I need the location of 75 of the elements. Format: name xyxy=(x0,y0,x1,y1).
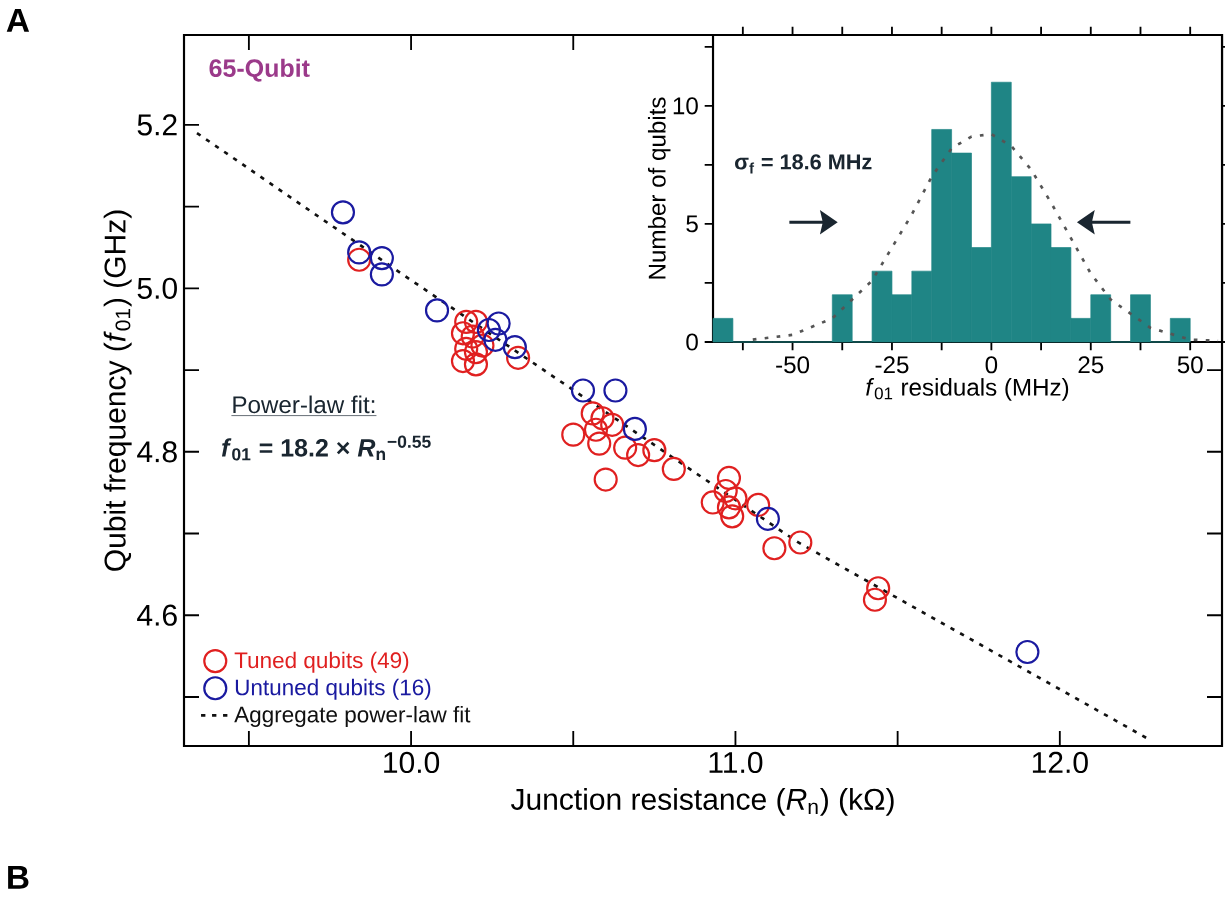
point xyxy=(347,240,372,265)
point xyxy=(746,492,771,517)
point xyxy=(622,416,647,441)
text: A xyxy=(6,8,30,32)
point xyxy=(450,348,476,374)
point xyxy=(561,422,586,447)
x-axis-title: Junction resistance (R$_{n}$) (kΩ) xyxy=(510,787,894,816)
point xyxy=(463,352,489,377)
point xyxy=(755,506,780,531)
point xyxy=(723,486,748,511)
point xyxy=(460,324,485,349)
point xyxy=(369,262,394,287)
x-axis-title: f$_{01}$ residuals (MHz) xyxy=(866,378,1069,401)
x-tick-label: -50 xyxy=(776,356,810,374)
point xyxy=(720,504,745,529)
text: 65-Qubit xyxy=(209,58,310,82)
point xyxy=(463,309,489,334)
point xyxy=(700,490,725,515)
point xyxy=(762,536,787,561)
point xyxy=(862,587,888,612)
y-tick-label: 10 xyxy=(673,97,698,115)
point xyxy=(661,456,686,482)
point xyxy=(716,465,742,491)
point xyxy=(583,417,609,442)
point xyxy=(330,200,356,225)
point xyxy=(424,298,450,323)
point xyxy=(450,321,476,346)
x-tick-label: 0 xyxy=(985,356,998,374)
point xyxy=(470,333,495,358)
annotation: Power-law fit: xyxy=(233,395,375,414)
y-axis-title: Qubit frequency (f$_{01}$) (GHz) xyxy=(103,210,132,571)
x-tick-label: 12.0 xyxy=(1032,751,1088,774)
y-tick-label: 5 xyxy=(686,215,698,233)
point xyxy=(590,406,615,431)
point xyxy=(713,478,738,504)
point xyxy=(486,311,511,336)
y-tick-label: 5.0 xyxy=(137,277,177,299)
x-tick-label: -25 xyxy=(875,356,909,374)
point xyxy=(463,339,489,365)
point xyxy=(347,247,372,272)
point xyxy=(483,327,508,352)
point xyxy=(570,378,596,403)
point xyxy=(454,309,479,334)
legend-label: Aggregate power-law fit xyxy=(234,705,471,727)
point xyxy=(626,442,651,468)
x-tick-label: 10.0 xyxy=(384,751,440,774)
point xyxy=(454,336,479,361)
point xyxy=(1015,639,1040,665)
point xyxy=(506,345,531,370)
point xyxy=(502,335,527,360)
point xyxy=(866,576,891,601)
annotation: σ$_{f}$ = 18.6 MHz xyxy=(735,154,872,174)
point xyxy=(369,246,394,271)
point xyxy=(587,431,612,456)
legend-label: Tuned qubits (49) xyxy=(234,651,409,673)
y-tick-label: 4.8 xyxy=(137,441,177,463)
annotation: f$_{01}$ = 18.2 × R$_{n}$−0.55 xyxy=(221,435,431,461)
point xyxy=(642,438,667,463)
point xyxy=(716,495,742,520)
point xyxy=(476,317,502,343)
y-tick-label: 4.6 xyxy=(137,604,177,626)
x-tick-label: 11.0 xyxy=(709,751,763,774)
legend-label: Untuned qubits (16) xyxy=(235,678,431,700)
point xyxy=(613,435,638,460)
point xyxy=(603,378,628,403)
point xyxy=(788,530,813,555)
text: B xyxy=(8,865,29,889)
point xyxy=(593,467,618,492)
y-tick-label: 0 xyxy=(686,333,698,351)
point xyxy=(600,412,625,437)
point xyxy=(580,401,605,426)
y-axis-title: Number of qubits xyxy=(647,97,671,279)
x-tick-label: 50 xyxy=(1177,356,1203,374)
y-tick-label: 5.2 xyxy=(137,114,177,136)
x-tick-label: 25 xyxy=(1078,356,1104,374)
